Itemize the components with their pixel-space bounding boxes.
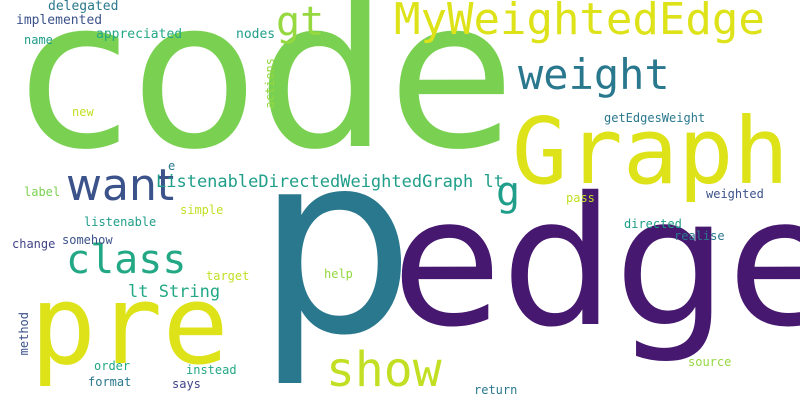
word-method: method	[17, 312, 31, 356]
word-directed: directed	[624, 217, 682, 231]
word-pass: pass	[566, 191, 595, 205]
word-e: e	[168, 159, 176, 173]
word-target: target	[206, 269, 250, 283]
word-want: want	[66, 160, 175, 211]
word-show: show	[326, 342, 442, 398]
word-lt-string: lt String	[128, 282, 221, 302]
word-myweightededge: MyWeightedEdge	[394, 0, 765, 45]
word-somehow: somehow	[62, 233, 113, 247]
word-help: help	[324, 267, 353, 281]
word-weighted: weighted	[706, 187, 764, 201]
word-p: p	[256, 99, 415, 390]
word-graph: Graph	[512, 98, 789, 205]
word-appreciated: appreciated	[96, 27, 183, 42]
word-name: name	[24, 33, 53, 47]
word-format: format	[88, 375, 132, 389]
word-says: says	[172, 377, 201, 391]
word-simple: simple	[180, 203, 224, 217]
word-class: class	[66, 237, 187, 283]
word-edge: edge	[392, 159, 800, 366]
word-getedgesweight: getEdgesWeight	[604, 111, 706, 125]
word-realise: realise	[674, 229, 725, 243]
word-actions: actions	[263, 58, 277, 109]
word-delegated: delegated	[48, 0, 119, 14]
word-implemented: implemented	[16, 13, 103, 28]
word-instead: instead	[186, 363, 237, 377]
word-listenable: listenable	[84, 215, 157, 229]
word-change: change	[12, 237, 56, 251]
word-gt: gt	[276, 0, 325, 45]
word-code: code	[18, 0, 515, 195]
word-nodes: nodes	[236, 27, 276, 42]
word-return: return	[474, 383, 518, 397]
word-label: label	[24, 185, 61, 199]
word-listenable-dwg-lt: ListenableDirectedWeightedGraph lt	[156, 172, 504, 192]
word-new: new	[72, 105, 94, 119]
word-weight: weight	[518, 50, 670, 99]
word-source: source	[688, 355, 732, 369]
word-order: order	[94, 359, 131, 373]
word-pre: pre	[30, 261, 229, 389]
word-g: g	[496, 169, 521, 215]
